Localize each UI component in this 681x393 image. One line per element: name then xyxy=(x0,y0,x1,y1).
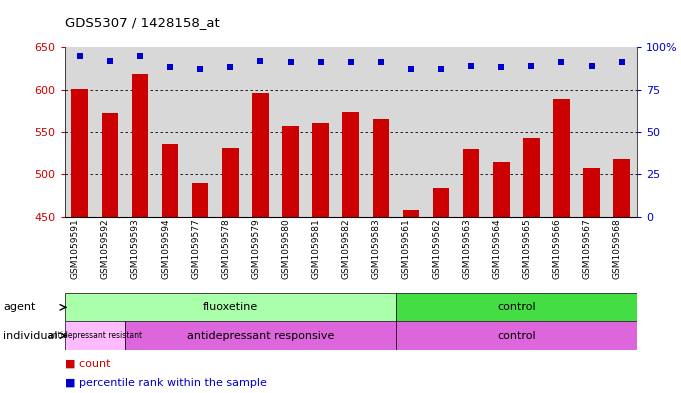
Point xyxy=(225,64,236,71)
Bar xyxy=(162,144,178,217)
Point xyxy=(104,57,115,64)
Bar xyxy=(553,99,570,217)
Text: GDS5307 / 1428158_at: GDS5307 / 1428158_at xyxy=(65,16,219,29)
Bar xyxy=(101,113,118,217)
Bar xyxy=(463,149,479,217)
Bar xyxy=(282,126,299,217)
Text: antidepressant responsive: antidepressant responsive xyxy=(187,331,334,341)
Bar xyxy=(493,162,509,217)
Point xyxy=(466,62,477,69)
Bar xyxy=(72,89,88,217)
Text: antidepressant resistant: antidepressant resistant xyxy=(48,331,142,340)
Text: GSM1059577: GSM1059577 xyxy=(191,218,200,279)
Text: control: control xyxy=(497,331,536,341)
Point xyxy=(496,64,507,71)
Text: GSM1059566: GSM1059566 xyxy=(552,218,561,279)
Bar xyxy=(252,93,269,217)
Text: GSM1059582: GSM1059582 xyxy=(342,218,351,279)
Point xyxy=(255,57,266,64)
Text: GSM1059578: GSM1059578 xyxy=(221,218,230,279)
Point xyxy=(526,62,537,69)
Text: GSM1059564: GSM1059564 xyxy=(492,218,501,279)
Bar xyxy=(125,321,396,350)
Text: GSM1059562: GSM1059562 xyxy=(432,218,441,279)
Point xyxy=(135,53,146,59)
Text: GSM1059561: GSM1059561 xyxy=(402,218,411,279)
Point xyxy=(315,59,326,66)
Text: GSM1059579: GSM1059579 xyxy=(251,218,260,279)
Bar xyxy=(396,321,637,350)
Bar xyxy=(373,119,389,217)
Bar xyxy=(192,183,208,217)
Text: fluoxetine: fluoxetine xyxy=(203,302,258,312)
Bar xyxy=(396,293,637,321)
Bar xyxy=(402,210,419,217)
Text: individual: individual xyxy=(3,331,58,341)
Point xyxy=(375,59,386,66)
Point xyxy=(195,66,206,72)
Bar xyxy=(313,123,329,217)
Text: control: control xyxy=(497,302,536,312)
Bar xyxy=(65,321,125,350)
Text: ■ count: ■ count xyxy=(65,358,110,369)
Text: GSM1059592: GSM1059592 xyxy=(101,218,110,279)
Bar xyxy=(614,159,630,217)
Point xyxy=(556,59,567,66)
Point xyxy=(405,66,416,72)
Text: GSM1059583: GSM1059583 xyxy=(372,218,381,279)
Point xyxy=(436,66,447,72)
Text: GSM1059591: GSM1059591 xyxy=(71,218,80,279)
Text: ■ percentile rank within the sample: ■ percentile rank within the sample xyxy=(65,378,266,388)
Bar xyxy=(584,168,600,217)
Bar xyxy=(65,293,396,321)
Bar xyxy=(523,138,539,217)
Text: GSM1059581: GSM1059581 xyxy=(312,218,321,279)
Text: agent: agent xyxy=(3,302,36,312)
Point xyxy=(74,53,85,59)
Bar xyxy=(131,74,148,217)
Point xyxy=(586,62,597,69)
Text: GSM1059563: GSM1059563 xyxy=(462,218,471,279)
Point xyxy=(345,59,356,66)
Point xyxy=(616,59,627,66)
Bar xyxy=(222,148,238,217)
Point xyxy=(285,59,296,66)
Text: GSM1059567: GSM1059567 xyxy=(582,218,592,279)
Point xyxy=(165,64,176,71)
Bar xyxy=(432,188,449,217)
Text: GSM1059565: GSM1059565 xyxy=(522,218,531,279)
Text: GSM1059568: GSM1059568 xyxy=(613,218,622,279)
Bar xyxy=(343,112,359,217)
Text: GSM1059580: GSM1059580 xyxy=(281,218,291,279)
Text: GSM1059594: GSM1059594 xyxy=(161,218,170,279)
Text: GSM1059593: GSM1059593 xyxy=(131,218,140,279)
